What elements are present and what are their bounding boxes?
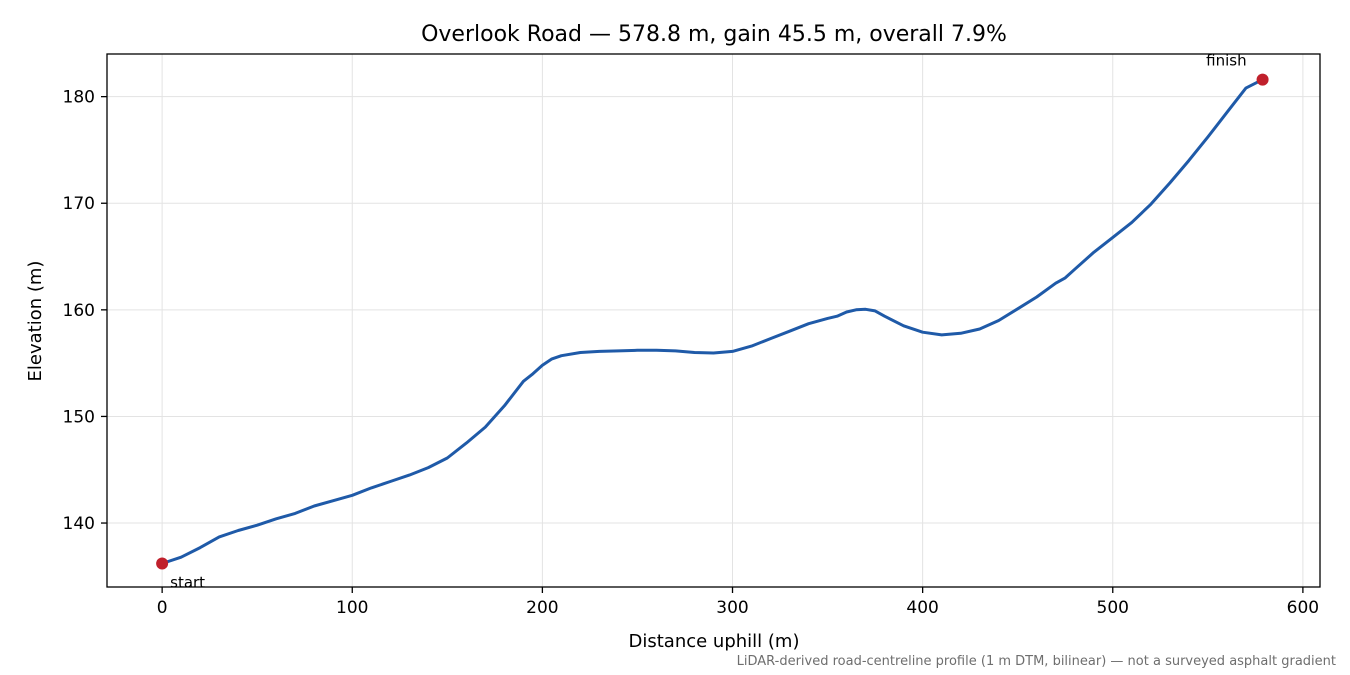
plot-frame xyxy=(106,53,1321,588)
elevation-line xyxy=(160,78,1265,565)
grid-lines xyxy=(107,54,1320,587)
y-tick-label: 150 xyxy=(63,407,95,427)
y-tick-label: 140 xyxy=(63,514,95,534)
y-axis-ticks: 140 150 160 170 180 xyxy=(63,88,107,534)
footnote: LiDAR-derived road-centreline profile (1… xyxy=(737,654,1336,669)
x-tick-label: 200 xyxy=(526,598,558,618)
y-axis-label: Elevation (m) xyxy=(25,261,46,382)
x-axis-label: Distance uphill (m) xyxy=(629,631,800,652)
x-tick-label: 400 xyxy=(906,598,938,618)
x-axis-ticks: 0 100 200 300 400 500 600 xyxy=(157,587,1319,618)
chart-title: Overlook Road — 578.8 m, gain 45.5 m, ov… xyxy=(421,22,1007,47)
x-tick-label: 300 xyxy=(716,598,748,618)
x-tick-label: 100 xyxy=(336,598,368,618)
start-label: start xyxy=(170,574,205,592)
endpoint-markers: start finish xyxy=(156,52,1269,592)
finish-marker xyxy=(1256,73,1269,86)
x-tick-label: 500 xyxy=(1097,598,1129,618)
y-tick-label: 170 xyxy=(63,194,95,214)
start-marker xyxy=(156,557,169,570)
x-tick-label: 0 xyxy=(157,598,168,618)
x-tick-label: 600 xyxy=(1287,598,1319,618)
finish-label: finish xyxy=(1206,52,1246,70)
y-tick-label: 180 xyxy=(63,88,95,108)
y-tick-label: 160 xyxy=(63,301,95,321)
